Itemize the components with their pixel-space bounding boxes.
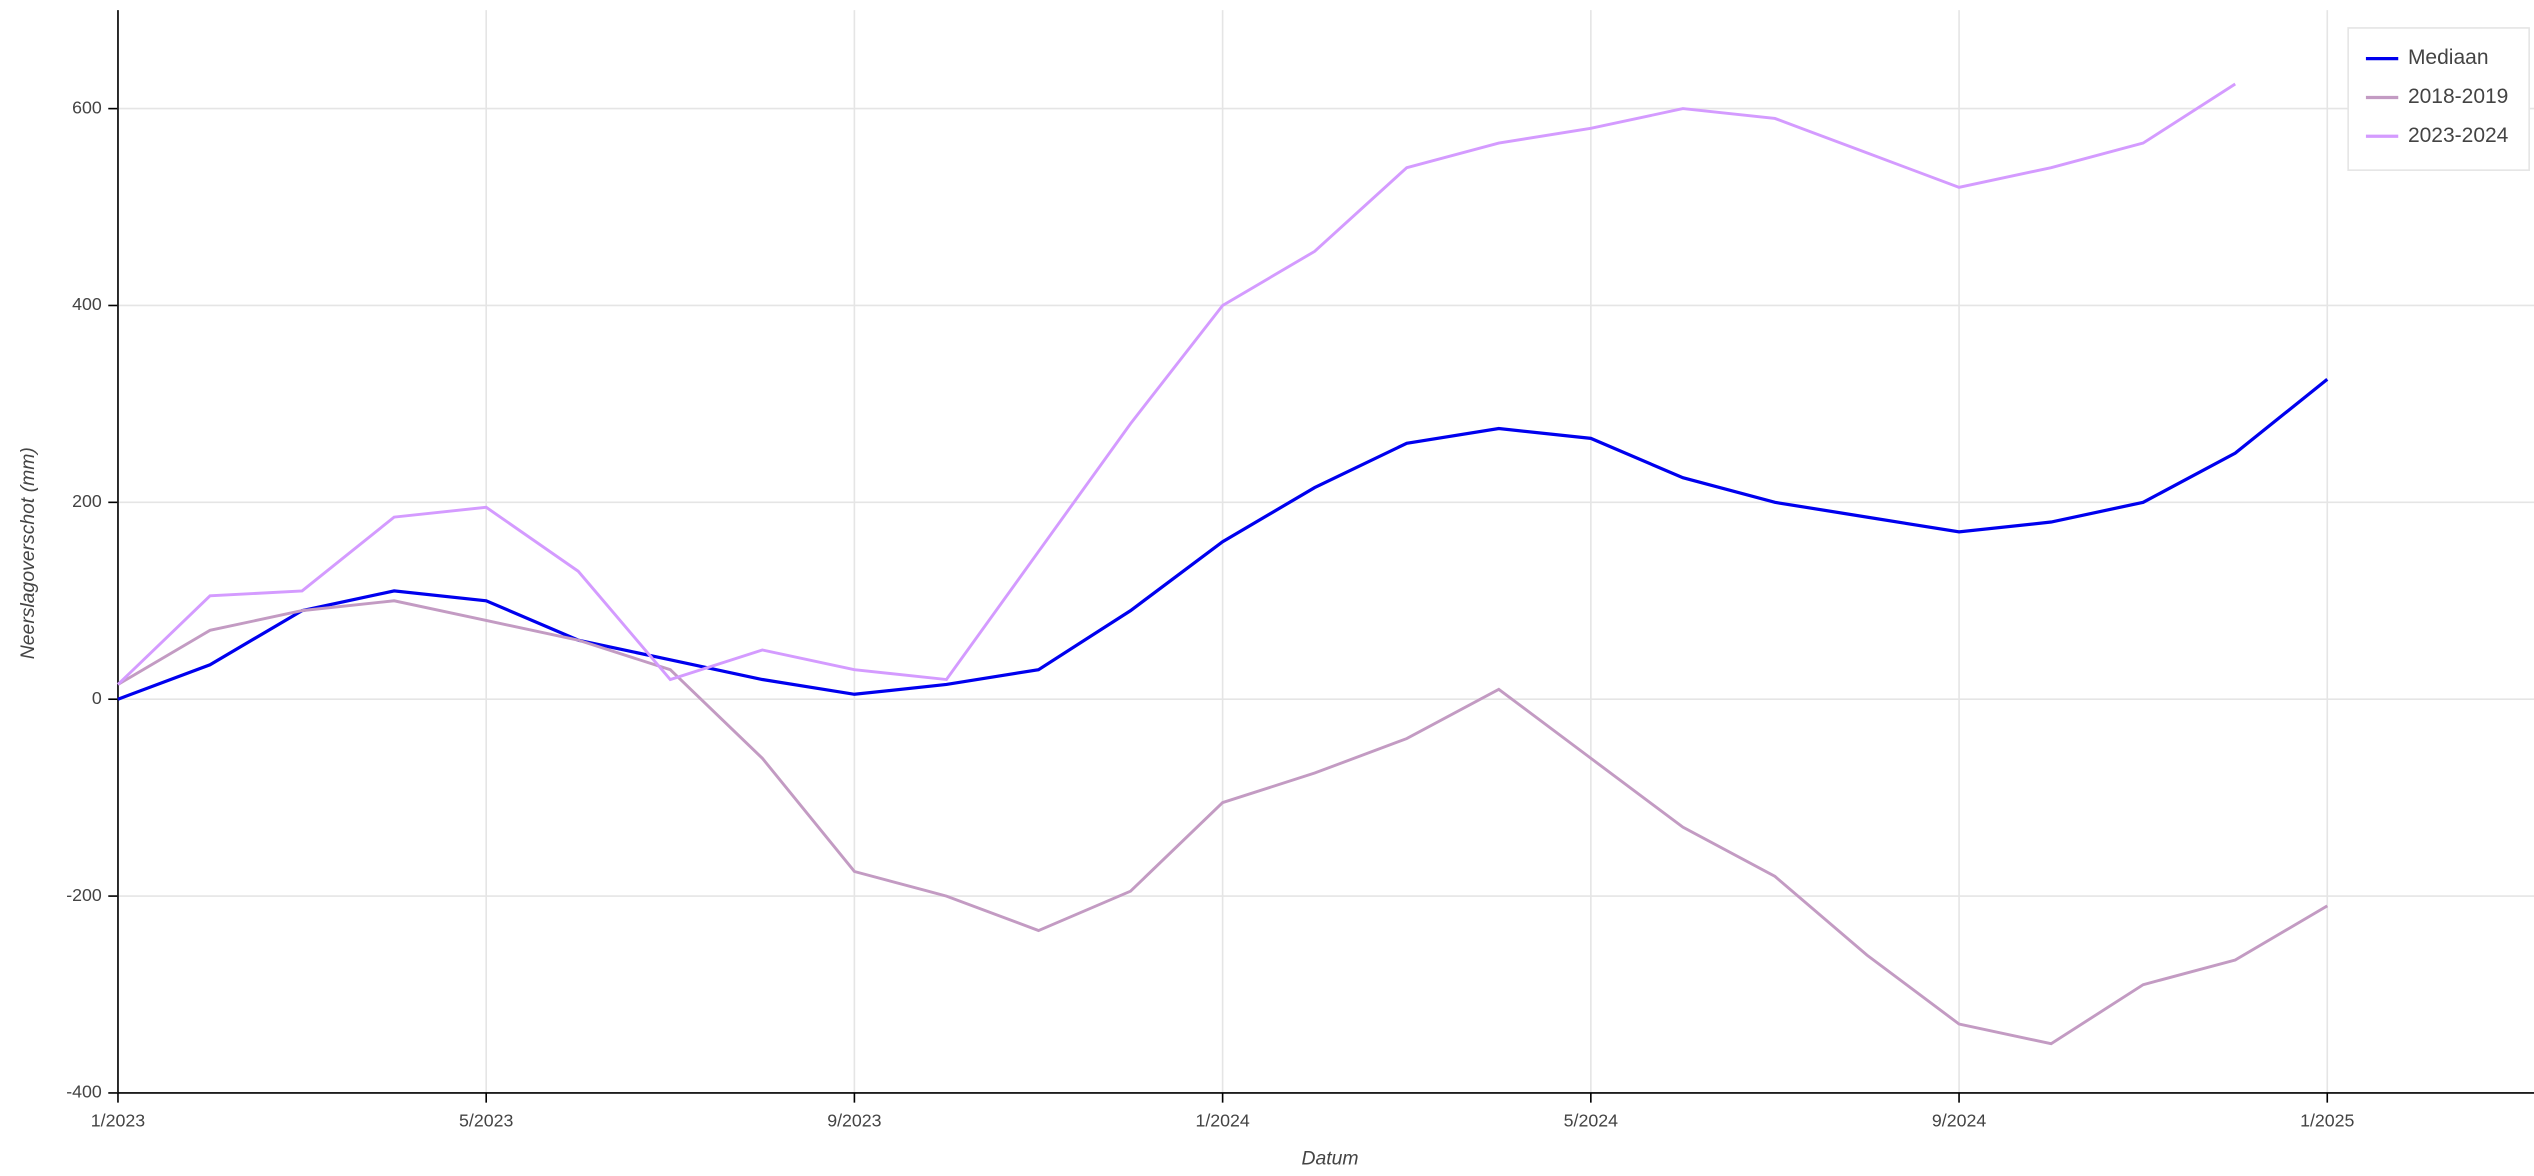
x-tick-label: 1/2025 <box>2300 1111 2354 1131</box>
x-tick-label: 1/2023 <box>91 1111 145 1131</box>
y-tick-label: 600 <box>72 97 102 117</box>
y-tick-label: 400 <box>72 294 102 314</box>
y-tick-label: -200 <box>66 885 102 905</box>
x-tick-label: 5/2023 <box>459 1111 513 1131</box>
y-axis-label: Neerslagoverschot (mm) <box>17 447 39 659</box>
legend: Mediaan 2018-2019 2023-2024 <box>2347 27 2530 171</box>
x-axis-label: Datum <box>1301 1147 1358 1169</box>
y-tick-label: 0 <box>92 688 102 708</box>
series-line <box>117 378 2329 701</box>
y-tick-label: 200 <box>72 491 102 511</box>
x-tick-label: 9/2023 <box>827 1111 881 1131</box>
series-line <box>117 599 2329 1046</box>
legend-label: 2023-2024 <box>2408 124 2509 147</box>
legend-label: Mediaan <box>2408 46 2489 69</box>
y-tick-label: -400 <box>66 1082 102 1102</box>
x-tick-label: 5/2024 <box>1564 1111 1618 1131</box>
series-line <box>116 82 2237 686</box>
x-tick-label: 9/2024 <box>1932 1111 1986 1131</box>
x-tick-label: 1/2024 <box>1195 1111 1249 1131</box>
legend-label: 2018-2019 <box>2408 85 2508 108</box>
